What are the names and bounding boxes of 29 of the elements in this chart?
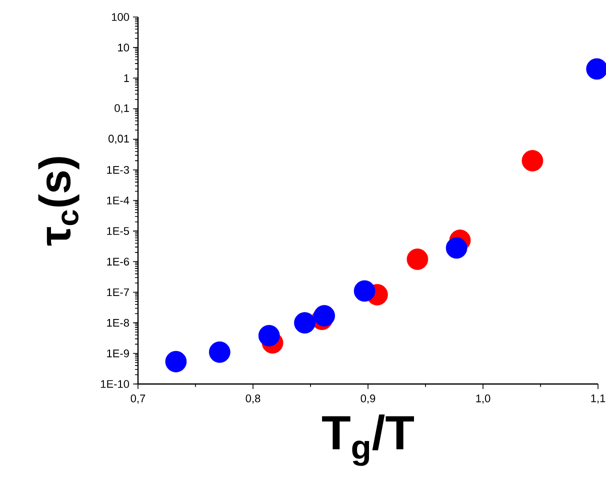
y-tick-label: 0,01 xyxy=(108,134,129,144)
y-tick-label: 1E-9 xyxy=(107,350,129,358)
y-tick-label: 1 xyxy=(124,74,129,82)
y-tick-label: 1E-6 xyxy=(107,258,130,266)
point xyxy=(314,305,336,326)
y-tick-label: 1E-10 xyxy=(100,380,130,388)
point xyxy=(258,324,280,346)
point xyxy=(165,350,187,372)
point xyxy=(354,280,376,302)
y-tick-label: 1E-8 xyxy=(107,318,130,327)
y-tick-label: 1E-7 xyxy=(107,288,129,296)
y-axis-title: τ$_{c}$(s) xyxy=(38,157,80,246)
x-tick-label: 1,0 xyxy=(476,394,490,404)
x-tick-label: 1,1 xyxy=(591,394,606,404)
y-tick-label: 10 xyxy=(118,44,130,52)
point xyxy=(208,341,230,363)
x-tick-label: 0,8 xyxy=(246,394,260,404)
point xyxy=(446,237,468,259)
y-tick-label: 100 xyxy=(112,13,130,21)
x-axis-title: T$_{g}$/T xyxy=(322,414,414,466)
x-tick-label: 0,9 xyxy=(360,394,376,404)
y-tick-label: 1E-4 xyxy=(107,196,130,204)
y-tick-label: 1E-5 xyxy=(107,227,130,235)
point xyxy=(522,150,544,172)
y-tick-label: 1E-3 xyxy=(107,166,130,174)
point xyxy=(294,312,316,334)
x-tick-label: 0,7 xyxy=(130,394,146,404)
y-tick-label: 0,1 xyxy=(114,104,129,114)
point xyxy=(406,248,428,270)
